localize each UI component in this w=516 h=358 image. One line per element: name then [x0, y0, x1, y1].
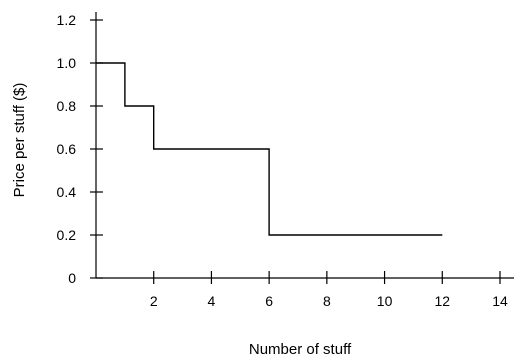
x-tick-label: 10 [377, 293, 393, 309]
x-tick-label: 6 [265, 293, 273, 309]
x-tick-label: 4 [208, 293, 216, 309]
x-axis-label: Number of stuff [249, 341, 352, 358]
y-tick-label: 0.4 [57, 184, 77, 200]
chart-axes [95, 12, 514, 279]
series-group [96, 62, 443, 236]
y-tick-label: 0.6 [57, 141, 77, 157]
x-ticks: 2 4 6 8 10 12 14 [150, 271, 508, 309]
y-tick-label: 1.0 [57, 55, 77, 71]
y-tick-label: 0 [68, 270, 76, 286]
x-tick-label: 14 [492, 293, 508, 309]
y-axis-label: Price per stuff ($) [11, 83, 28, 198]
x-tick-label: 2 [150, 293, 158, 309]
y-tick-label: 1.2 [57, 12, 77, 28]
series-line [96, 62, 443, 236]
x-tick-label: 8 [323, 293, 331, 309]
y-tick-label: 0.8 [57, 98, 77, 114]
x-tick-label: 12 [434, 293, 450, 309]
y-tick-label: 0.2 [57, 227, 77, 243]
y-ticks: 0 0.2 0.4 0.6 0.8 1.0 1.2 [57, 12, 103, 286]
